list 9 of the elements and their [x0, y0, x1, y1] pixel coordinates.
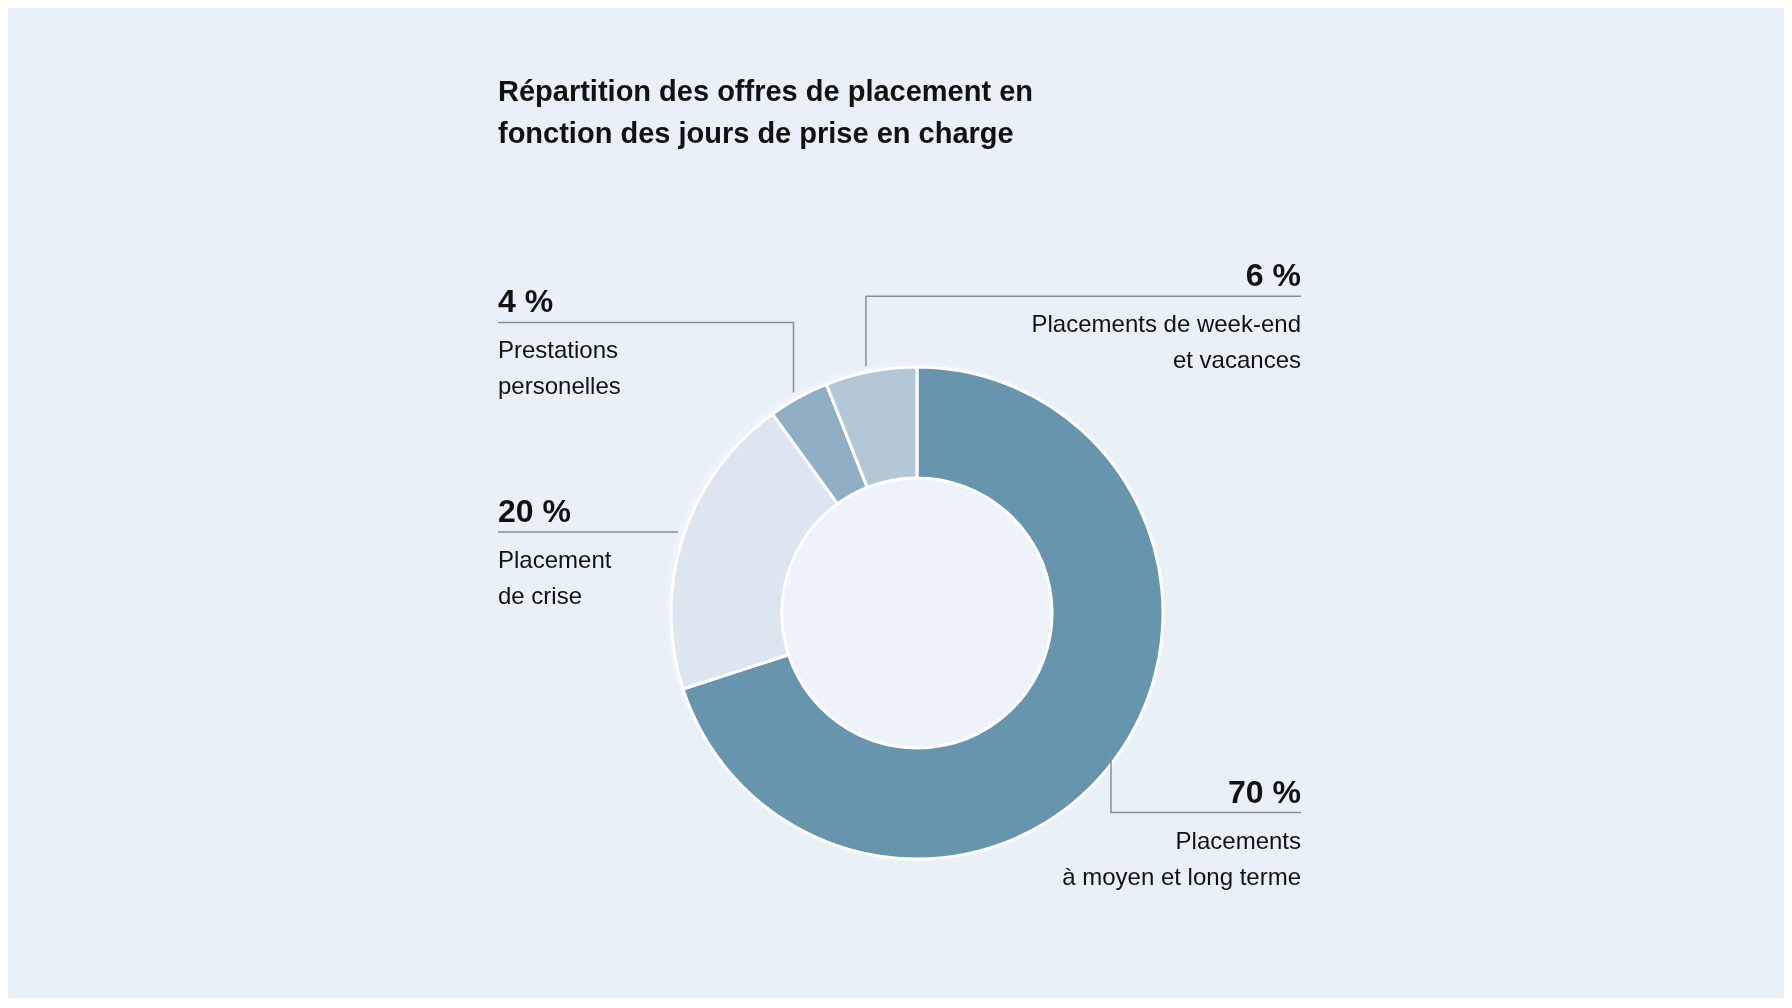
chart-title: Répartition des offres de placement en fonction des jours de prise en charge — [498, 74, 1034, 151]
data-label: 20 % — [498, 492, 571, 529]
slice-label: Prestations personelles — [498, 336, 621, 400]
data-label: 70 % — [1228, 773, 1301, 810]
slice-label: Placement de crise — [498, 545, 612, 609]
slice-label: Placements à moyen et long terme — [1062, 826, 1301, 890]
data-label: 6 % — [1245, 257, 1301, 294]
data-label: 4 % — [498, 283, 554, 320]
slice-label: Placements de week-end et vacances — [1031, 310, 1301, 374]
